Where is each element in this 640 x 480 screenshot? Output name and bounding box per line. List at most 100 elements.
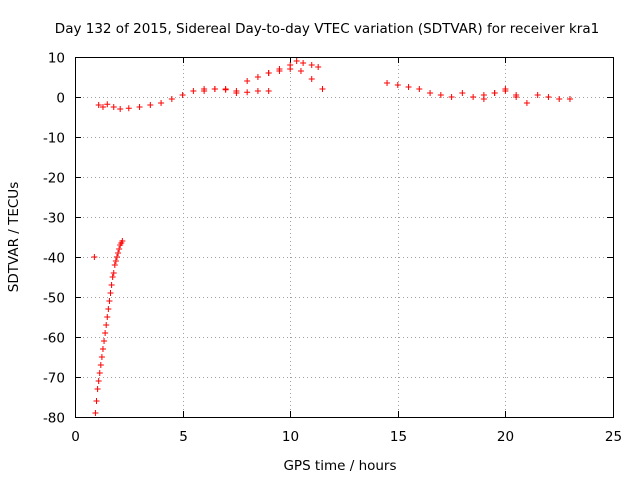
data-point <box>112 258 119 264</box>
grid-lines <box>75 57 613 417</box>
y-tick-label: -30 <box>43 211 65 227</box>
data-point <box>105 306 112 312</box>
series-pass-2 <box>201 86 272 96</box>
data-point <box>108 282 115 288</box>
data-point <box>94 386 101 392</box>
y-tick-label: -10 <box>43 131 65 147</box>
data-point <box>136 104 143 110</box>
data-point <box>534 92 541 98</box>
y-tick-label: -80 <box>43 411 65 427</box>
data-point <box>117 106 124 112</box>
data-point <box>480 96 487 102</box>
series-pass-3 <box>244 66 326 92</box>
y-tick-label: -70 <box>43 371 65 387</box>
x-axis-label: GPS time / hours <box>283 458 396 474</box>
series-pass-7 <box>480 86 573 106</box>
data-point <box>233 90 240 96</box>
x-tick-label: 10 <box>282 429 299 445</box>
x-tick-labels: 0 5 10 15 20 25 <box>71 429 622 445</box>
data-point <box>556 96 563 102</box>
plot-frame <box>75 57 614 418</box>
series-pass-1 <box>95 86 240 112</box>
data-point <box>103 322 110 328</box>
y-tick-label: 10 <box>48 51 65 67</box>
data-point <box>545 94 552 100</box>
data-point <box>95 102 102 108</box>
data-point <box>491 90 498 96</box>
data-point <box>300 60 307 66</box>
data-point <box>405 84 412 90</box>
data-point <box>254 74 261 80</box>
data-point <box>265 88 272 94</box>
series-pass-5 <box>384 80 434 96</box>
data-point <box>113 254 120 260</box>
chart-title: Day 132 of 2015, Sidereal Day-to-day VTE… <box>55 21 599 37</box>
data-point <box>297 68 304 74</box>
data-point <box>470 94 477 100</box>
data-point <box>459 90 466 96</box>
y-axis-label: SDTVAR / TECUs <box>6 182 22 292</box>
data-point <box>96 370 103 376</box>
data-point <box>384 80 391 86</box>
data-point <box>93 398 100 404</box>
data-point <box>523 100 530 106</box>
data-point <box>99 346 106 352</box>
data-point <box>448 94 455 100</box>
data-point <box>287 62 294 68</box>
data-point <box>265 70 272 76</box>
data-point <box>222 86 229 93</box>
data-point <box>104 314 111 320</box>
data-point <box>95 378 102 384</box>
y-tick-label: 0 <box>56 91 65 107</box>
data-point <box>92 410 99 416</box>
data-point <box>179 92 186 98</box>
y-tick-labels: -80 -70 -60 -50 -40 -30 -20 -10 0 10 <box>43 51 65 427</box>
data-point <box>158 100 165 106</box>
data-point <box>319 86 326 92</box>
data-point <box>106 298 113 304</box>
series-outlier <box>91 254 98 260</box>
x-tick-label: 20 <box>497 429 514 445</box>
y-tick-label: -40 <box>43 251 65 267</box>
data-point <box>201 88 208 94</box>
y-tick-label: -60 <box>43 331 65 347</box>
series-early-steep <box>92 238 126 416</box>
y-tick-label: -50 <box>43 291 65 307</box>
data-point <box>99 104 106 110</box>
data-point <box>125 105 132 112</box>
data-point <box>119 238 126 244</box>
data-point <box>276 66 283 72</box>
data-point <box>293 58 300 64</box>
data-point <box>427 90 434 96</box>
data-point <box>315 64 322 70</box>
data-point <box>97 362 104 368</box>
x-tick-label: 5 <box>179 429 188 445</box>
data-point <box>566 96 573 102</box>
data-point <box>102 330 109 336</box>
data-point <box>308 62 315 68</box>
data-point <box>116 246 123 252</box>
data-point <box>254 88 261 94</box>
data-point <box>110 104 117 110</box>
data-point <box>190 88 197 94</box>
data-point <box>437 92 444 98</box>
data-point <box>244 78 251 84</box>
data-point <box>101 338 108 344</box>
data-point <box>513 94 520 100</box>
data-point <box>211 86 218 92</box>
x-tick-label: 25 <box>605 429 622 445</box>
x-tick-label: 0 <box>71 429 80 445</box>
data-points <box>91 58 573 416</box>
data-point <box>115 250 122 256</box>
data-point <box>107 290 114 296</box>
data-point <box>168 96 175 102</box>
data-point <box>98 354 105 360</box>
data-point <box>109 274 116 280</box>
data-point <box>91 254 98 260</box>
axis-ticks <box>75 57 614 418</box>
data-point <box>244 89 251 96</box>
data-point <box>110 270 117 276</box>
data-point <box>111 262 118 268</box>
data-point <box>394 82 401 88</box>
